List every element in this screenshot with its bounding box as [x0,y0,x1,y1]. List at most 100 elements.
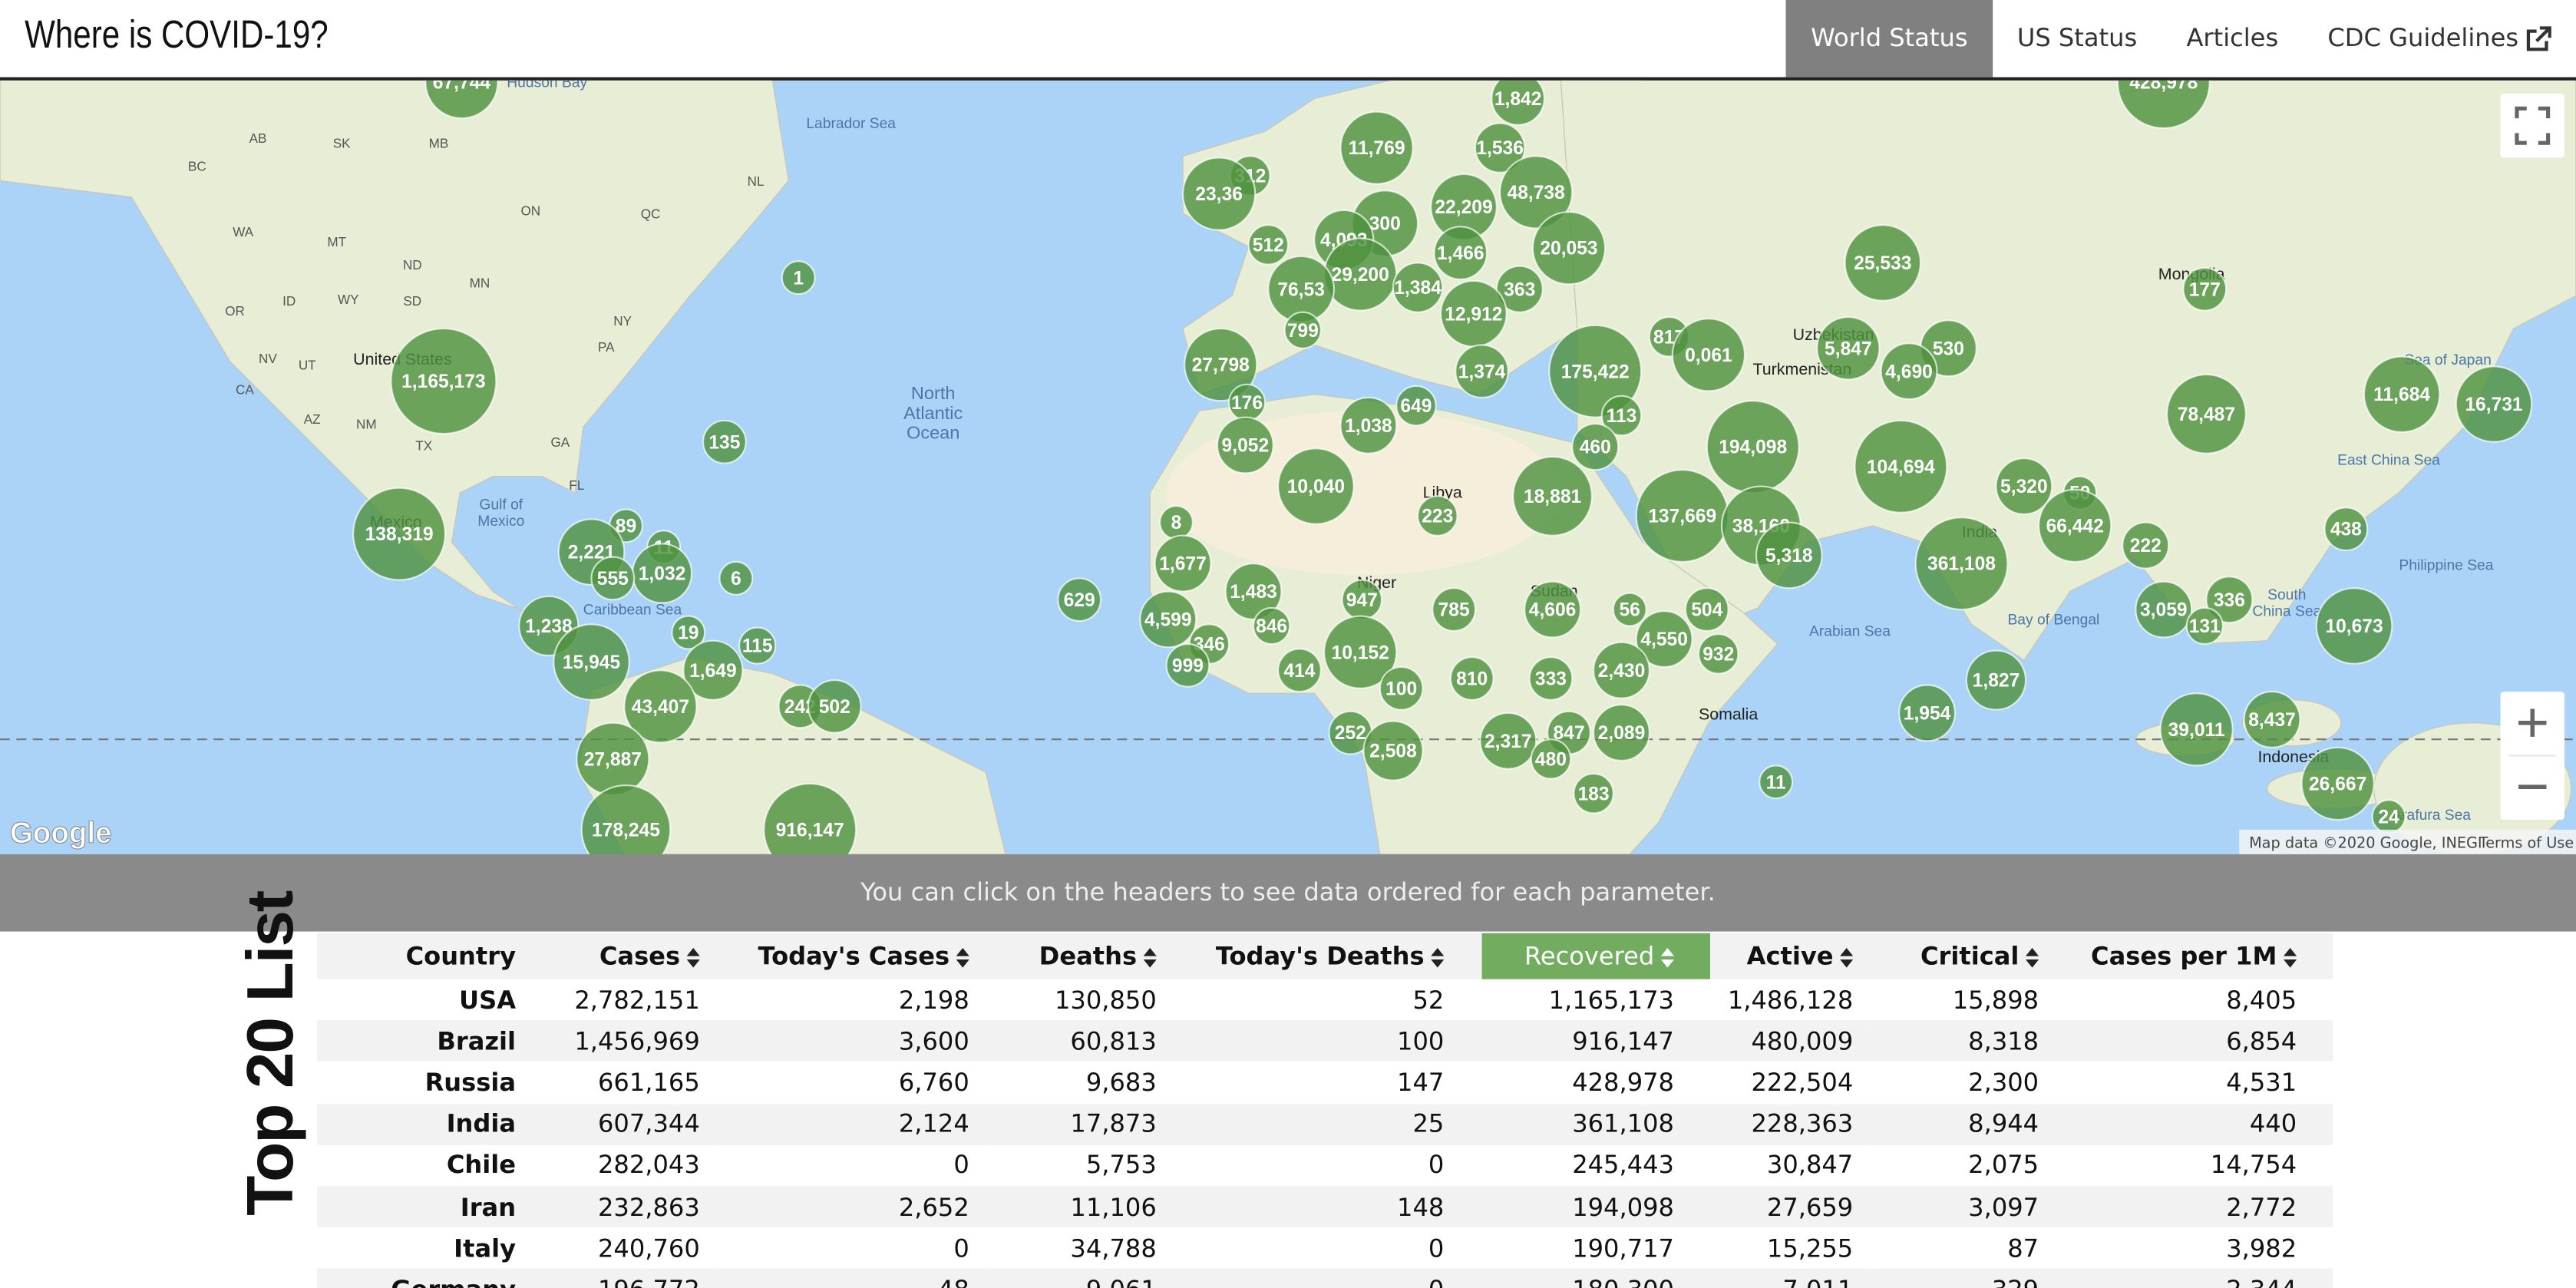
bubble[interactable]: 6 [718,560,754,596]
bubble[interactable]: 78,487 [2165,373,2247,454]
bubble[interactable]: 19 [671,615,706,650]
zoom-controls[interactable] [2500,692,2565,821]
bubble[interactable]: 23,36 [1181,157,1257,231]
bubble[interactable]: 8 [1158,505,1194,540]
bubble[interactable]: 1,032 [631,543,693,604]
bubble[interactable]: 100 [1379,665,1424,711]
bubble[interactable]: 1,842 [1491,80,1545,126]
bubble[interactable]: 1,466 [1433,226,1488,280]
nav-item[interactable]: Articles [2162,0,2303,78]
column-header[interactable]: Today's Cases [716,933,986,979]
bubble[interactable]: 10,673 [2315,587,2393,665]
bubble[interactable]: 1 [781,260,816,296]
bubble[interactable]: 222 [2122,521,2170,570]
nav-item[interactable]: US Status [1993,0,2162,78]
bubble[interactable]: 115 [738,626,777,665]
bubble[interactable]: 183 [1573,773,1614,814]
bubble[interactable]: 27,798 [1184,327,1258,402]
column-header[interactable]: Deaths [986,933,1174,979]
bubble[interactable]: 56 [1612,592,1647,627]
bubble[interactable]: 18,881 [1512,455,1593,537]
map[interactable]: Hudson Bay Labrador Sea NorthAtlanticOcean… [0,80,2576,854]
nav-item[interactable]: CDC Guidelines [2303,0,2576,78]
bubble[interactable]: 1,038 [1339,396,1398,454]
bubble[interactable]: 76,53 [1267,255,1335,323]
bubble[interactable]: 460 [1571,423,1620,471]
bubble[interactable]: 810 [1449,656,1494,701]
bubble[interactable]: 67,744 [424,80,499,120]
map-terms[interactable]: Terms of Use [2479,834,2574,851]
bubble[interactable]: 194,098 [1706,400,1800,494]
bubble[interactable]: 48,738 [1499,155,1574,230]
bubble[interactable]: 916,147 [763,782,857,854]
bubble[interactable]: 5,320 [1995,457,2053,515]
bubble[interactable]: 8,437 [2243,690,2301,748]
bubble[interactable]: 26,667 [2300,746,2375,821]
bubble[interactable]: 66,442 [2038,488,2112,563]
bubble[interactable]: 2,317 [1479,712,1537,770]
bubble[interactable]: 333 [1528,656,1574,701]
bubble[interactable]: 138,319 [352,487,447,581]
bubble[interactable]: 1,165,173 [390,327,497,435]
bubble[interactable]: 29,200 [1323,237,1398,312]
bubble[interactable]: 1,649 [682,639,744,701]
bubble[interactable]: 4,550 [1635,610,1693,669]
bubble[interactable]: 131 [2185,606,2224,646]
bubble[interactable]: 39,011 [2159,692,2234,767]
bubble[interactable]: 555 [590,556,636,601]
bubble[interactable]: 504 [1684,587,1729,632]
bubble[interactable]: 137,669 [1635,469,1729,563]
bubble[interactable]: 361,108 [1914,517,2009,611]
site-title[interactable]: Where is COVID-19? [25,13,329,58]
bubble[interactable]: 135 [702,419,747,464]
column-header[interactable]: Cases [532,933,717,979]
bubble[interactable]: 480 [1530,738,1572,780]
bubble[interactable]: 10,040 [1277,447,1355,525]
bubble[interactable]: 2,089 [1593,704,1650,762]
bubble[interactable]: 104,694 [1854,419,1948,514]
bubble[interactable]: 11,684 [2363,355,2441,433]
bubble[interactable]: 16,731 [2455,365,2533,443]
bubble[interactable]: 175,422 [1548,324,1643,418]
bubble[interactable]: 363 [1495,265,1544,313]
bubble[interactable]: 502 [807,679,862,734]
bubble[interactable]: 336 [2205,576,2254,624]
bubble[interactable]: 947 [1341,579,1383,620]
bubble[interactable]: 438 [2323,507,2369,552]
bubble[interactable]: 113 [1600,395,1643,437]
bubble[interactable]: 999 [1165,642,1210,688]
bubble[interactable]: 428,978 [2116,80,2211,129]
bubble[interactable]: 252 [1328,710,1373,755]
bubble[interactable]: 629 [1057,577,1102,623]
bubble[interactable]: 4,606 [1524,580,1582,639]
bubble[interactable]: 785 [1432,587,1477,632]
bubble[interactable]: 177 [2182,266,2228,312]
bubble[interactable]: 4,690 [1880,342,1938,401]
bubble[interactable]: 176 [1227,383,1267,421]
bubble[interactable]: 24 [2371,799,2406,834]
bubble[interactable]: 2,430 [1593,641,1650,699]
bubble[interactable]: 5,847 [1816,316,1881,381]
bubble[interactable]: 414 [1277,648,1322,693]
bubble[interactable]: 2,508 [1362,720,1424,781]
bubble[interactable]: 3,059 [2135,580,2193,639]
column-header[interactable]: Critical [1869,933,2056,979]
bubble[interactable]: 649 [1395,385,1437,427]
bubble[interactable]: 4,599 [1139,590,1197,649]
bubble[interactable]: 12,912 [1439,279,1508,348]
bubble[interactable]: 1,677 [1154,534,1212,593]
bubble[interactable]: 10,152 [1323,615,1398,689]
bubble[interactable]: 1,827 [1965,649,2027,711]
bubble[interactable]: 846 [1252,606,1291,646]
bubble[interactable]: 27,887 [576,722,650,796]
column-header[interactable]: Country [317,933,533,979]
column-header[interactable]: Today's Deaths [1173,933,1482,979]
bubble[interactable]: 512 [1247,224,1290,266]
bubble[interactable]: 11 [1759,765,1794,800]
bubble[interactable]: 1,483 [1224,563,1283,620]
column-header[interactable]: Active [1710,933,1870,979]
nav-item[interactable]: World Status [1785,0,1993,78]
fullscreen-button[interactable] [2500,93,2565,158]
bubble[interactable]: 1,954 [1898,684,1957,742]
bubble[interactable]: 0,061 [1671,318,1746,392]
